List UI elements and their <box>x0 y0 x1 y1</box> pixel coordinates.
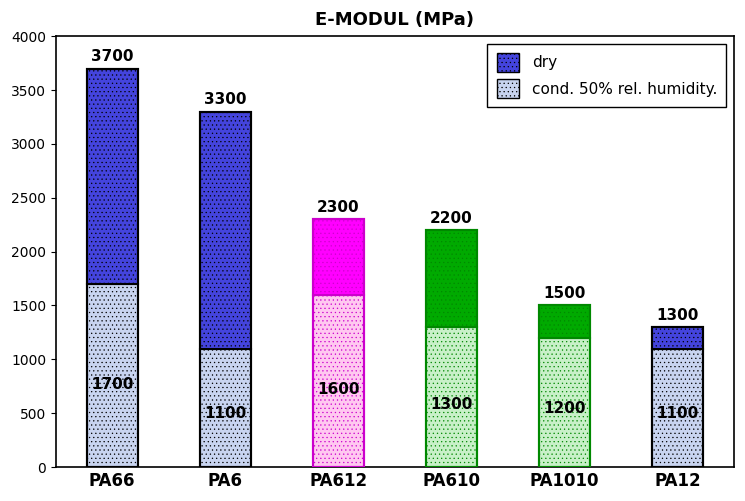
Text: 1100: 1100 <box>656 406 699 421</box>
Bar <box>86 69 138 284</box>
Bar <box>539 338 590 467</box>
Text: 1300: 1300 <box>656 308 699 323</box>
Bar <box>200 112 251 349</box>
Text: 1500: 1500 <box>543 286 586 301</box>
Legend: dry, cond. 50% rel. humidity.: dry, cond. 50% rel. humidity. <box>487 44 726 107</box>
Bar <box>86 284 138 467</box>
Bar <box>652 327 703 467</box>
Text: 1200: 1200 <box>543 401 586 416</box>
Bar <box>200 349 251 467</box>
Text: 2200: 2200 <box>430 211 473 226</box>
Text: 3300: 3300 <box>204 92 247 107</box>
Text: 1300: 1300 <box>431 396 472 411</box>
Bar <box>313 295 364 467</box>
Text: 1700: 1700 <box>91 377 133 392</box>
Bar <box>426 230 477 327</box>
Bar <box>426 230 477 467</box>
Bar <box>652 349 703 467</box>
Bar <box>313 219 364 295</box>
Text: 1600: 1600 <box>317 382 360 397</box>
Title: E-MODUL (MPa): E-MODUL (MPa) <box>315 11 475 29</box>
Text: 1100: 1100 <box>204 406 247 421</box>
Bar <box>313 219 364 467</box>
Text: 2300: 2300 <box>317 200 360 215</box>
Bar <box>86 69 138 467</box>
Bar <box>539 306 590 467</box>
Bar <box>652 327 703 349</box>
Text: 3700: 3700 <box>91 49 133 64</box>
Bar <box>539 306 590 338</box>
Bar <box>200 112 251 467</box>
Bar <box>426 327 477 467</box>
